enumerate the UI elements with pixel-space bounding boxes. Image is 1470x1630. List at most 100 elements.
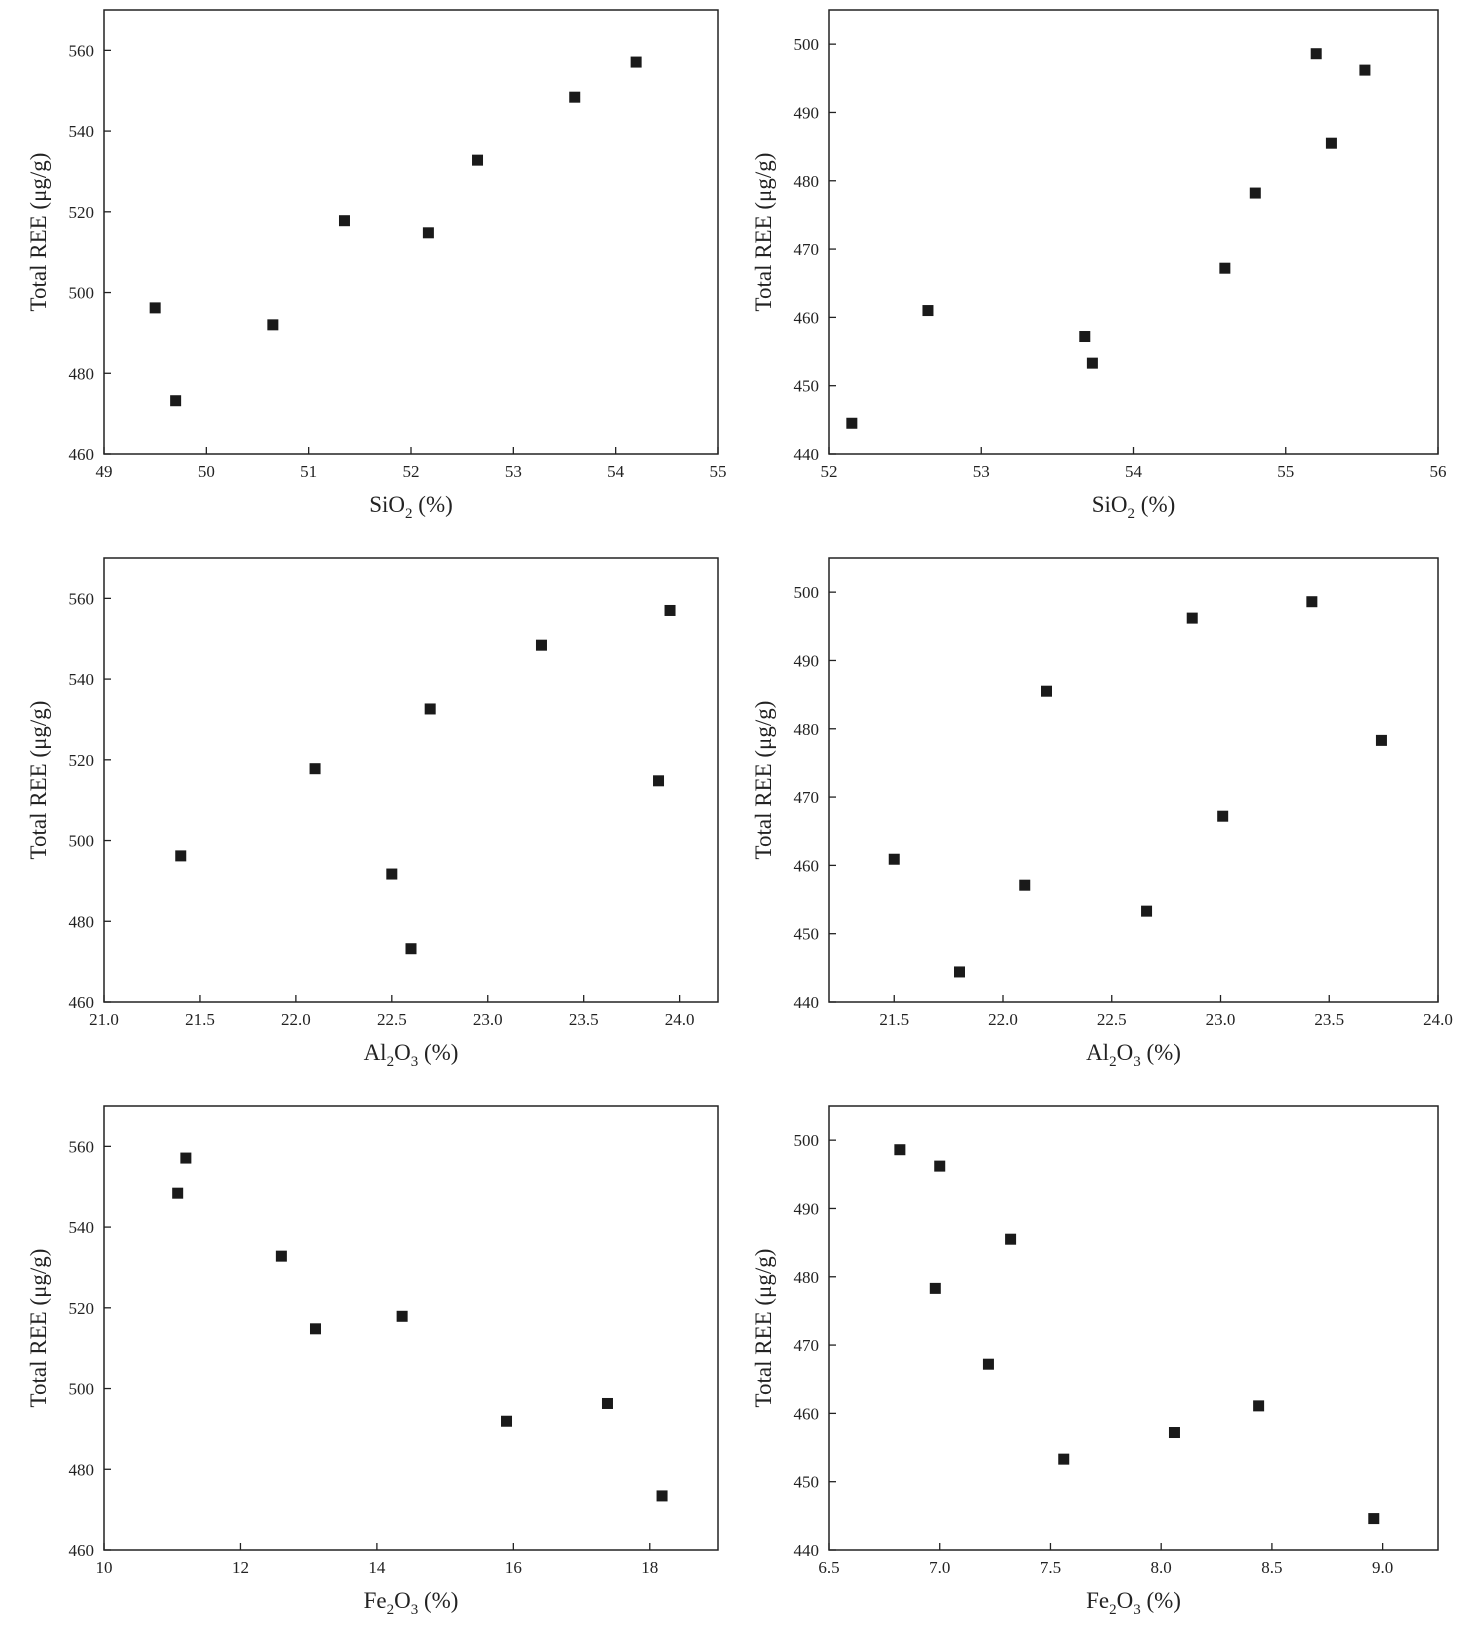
y-axis-title: Total REE (μg/g): [751, 701, 776, 860]
y-tick-label: 460: [69, 1541, 95, 1560]
y-axis-title: Total REE (μg/g): [26, 153, 51, 312]
x-tick-label: 52: [403, 462, 420, 481]
y-tick-label: 540: [69, 122, 95, 141]
data-point: [656, 1490, 668, 1502]
y-tick-label: 450: [794, 925, 820, 944]
y-tick-label: 440: [794, 993, 820, 1012]
x-tick-label: 24.0: [665, 1010, 695, 1029]
y-axis-title: Total REE (μg/g): [751, 1249, 776, 1408]
x-axis-title: Fe2O3 (%): [364, 1588, 459, 1618]
y-tick-label: 480: [794, 172, 820, 191]
y-tick-label: 560: [69, 1137, 95, 1156]
data-point: [424, 703, 436, 715]
plot-frame: [103, 557, 719, 1003]
data-point: [1019, 879, 1031, 891]
x-tick-label: 10: [96, 1558, 113, 1577]
data-point: [1186, 612, 1198, 624]
y-tick-label: 500: [69, 832, 95, 851]
data-point: [888, 853, 900, 865]
x-axis-title: Fe2O3 (%): [1086, 1588, 1181, 1618]
x-tick-label: 21.5: [185, 1010, 215, 1029]
data-point: [1375, 734, 1387, 746]
x-tick-label: 22.0: [281, 1010, 311, 1029]
x-axis-title: SiO2 (%): [369, 492, 453, 522]
data-point: [653, 775, 665, 787]
x-tick-label: 22.0: [988, 1010, 1018, 1029]
data-point: [386, 868, 398, 880]
data-point: [472, 154, 484, 166]
x-tick-label: 16: [505, 1558, 522, 1577]
y-tick-label: 470: [794, 240, 820, 259]
x-tick-label: 6.5: [818, 1558, 839, 1577]
data-point: [894, 1144, 906, 1156]
x-tick-label: 56: [1430, 462, 1447, 481]
y-tick-label: 520: [69, 203, 95, 222]
y-tick-label: 470: [794, 1336, 820, 1355]
data-point: [1086, 357, 1098, 369]
x-tick-label: 23.0: [1206, 1010, 1236, 1029]
chart-panel-3: 21.0 21.5 22.0 22.5 23.0 23.5 24.0 460 480 500 520…: [26, 557, 719, 1070]
data-point: [275, 1250, 287, 1262]
data-point: [929, 1282, 941, 1294]
y-tick-label: 460: [794, 308, 820, 327]
y-tick-label: 480: [794, 1268, 820, 1287]
y-axis-title: Total REE (μg/g): [26, 701, 51, 860]
data-point: [569, 91, 581, 103]
data-point: [954, 966, 965, 978]
x-tick-label: 51: [300, 462, 317, 481]
x-tick-label: 22.5: [377, 1010, 407, 1029]
y-tick-label: 460: [794, 856, 820, 875]
chart-panel-2: 52 53 54 55 56 440 450 460 470 480 490 500 Total REE…: [751, 9, 1447, 522]
data-point: [501, 1415, 513, 1427]
x-tick-label: 18: [641, 1558, 658, 1577]
y-tick-label: 460: [69, 993, 95, 1012]
data-point: [309, 1323, 321, 1335]
x-tick-label: 21.5: [879, 1010, 909, 1029]
x-tick-label: 12: [232, 1558, 249, 1577]
data-point: [1041, 685, 1052, 697]
data-point: [1359, 64, 1371, 76]
y-tick-label: 540: [69, 670, 95, 689]
data-point: [1079, 331, 1091, 343]
data-point: [170, 395, 182, 407]
x-tick-label: 54: [607, 462, 625, 481]
x-tick-label: 52: [821, 462, 838, 481]
y-tick-label: 520: [69, 751, 95, 770]
y-tick-label: 460: [794, 1404, 820, 1423]
chart-panel-1: 49 50 51 52 53 54 55 460 480 500 520 540 560 Total RE…: [26, 9, 727, 522]
y-tick-label: 500: [69, 284, 95, 303]
data-point: [1325, 137, 1337, 149]
y-tick-label: 500: [794, 583, 820, 602]
data-point: [535, 639, 547, 651]
x-tick-label: 49: [96, 462, 113, 481]
data-point: [1306, 596, 1318, 608]
y-tick-label: 490: [794, 651, 820, 670]
data-point: [267, 319, 279, 331]
data-point: [175, 850, 187, 862]
plot-frame: [828, 9, 1439, 455]
data-point: [1141, 905, 1153, 917]
x-tick-label: 23.5: [569, 1010, 599, 1029]
x-tick-label: 8.5: [1261, 1558, 1282, 1577]
data-point: [664, 604, 676, 616]
x-tick-label: 53: [505, 462, 522, 481]
plot-frame: [828, 1105, 1439, 1551]
data-point: [1217, 810, 1229, 822]
data-point: [1005, 1233, 1017, 1245]
y-tick-label: 460: [69, 445, 95, 464]
x-tick-label: 21.0: [89, 1010, 119, 1029]
data-point: [1168, 1427, 1180, 1439]
y-tick-label: 480: [69, 912, 95, 931]
x-tick-label: 55: [710, 462, 727, 481]
y-tick-label: 470: [794, 788, 820, 807]
y-tick-label: 490: [794, 103, 820, 122]
plot-frame: [103, 1105, 719, 1551]
y-tick-label: 450: [794, 1473, 820, 1492]
x-tick-label: 23.0: [473, 1010, 503, 1029]
data-point: [1058, 1453, 1070, 1465]
y-tick-label: 490: [794, 1199, 820, 1218]
x-axis-title: Al2O3 (%): [364, 1040, 459, 1070]
data-point: [172, 1187, 184, 1199]
x-axis-title: Al2O3 (%): [1086, 1040, 1181, 1070]
